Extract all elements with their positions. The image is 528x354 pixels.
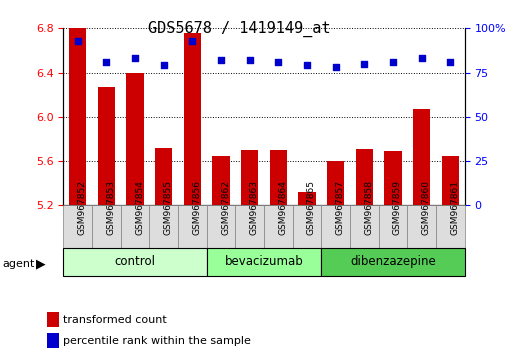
Text: agent: agent	[3, 259, 35, 269]
Bar	[298, 192, 316, 354]
FancyBboxPatch shape	[264, 205, 293, 248]
Bar	[155, 148, 172, 354]
Text: GSM967862: GSM967862	[221, 180, 230, 235]
Bar	[384, 151, 402, 354]
Text: GSM967863: GSM967863	[250, 180, 259, 235]
Point	[102, 59, 110, 65]
Point	[159, 63, 168, 68]
Text: GSM967856: GSM967856	[192, 180, 201, 235]
Bar	[413, 109, 430, 354]
Text: GDS5678 / 1419149_at: GDS5678 / 1419149_at	[148, 21, 331, 38]
Point	[332, 64, 340, 70]
Bar	[241, 150, 258, 354]
Bar	[356, 149, 373, 354]
FancyBboxPatch shape	[149, 205, 178, 248]
Text: ▶: ▶	[36, 257, 45, 270]
Point	[274, 59, 282, 65]
FancyBboxPatch shape	[92, 205, 121, 248]
FancyBboxPatch shape	[206, 248, 322, 276]
Point	[188, 38, 196, 44]
Bar	[442, 155, 459, 354]
FancyBboxPatch shape	[63, 248, 206, 276]
Point	[73, 38, 82, 44]
Text: GSM967864: GSM967864	[278, 180, 287, 235]
FancyBboxPatch shape	[121, 205, 149, 248]
Text: percentile rank within the sample: percentile rank within the sample	[63, 336, 251, 346]
Point	[303, 63, 311, 68]
FancyBboxPatch shape	[322, 248, 465, 276]
Text: dibenzazepine: dibenzazepine	[350, 256, 436, 268]
Point	[360, 61, 369, 67]
Text: GSM967854: GSM967854	[135, 180, 144, 235]
Text: GSM967852: GSM967852	[78, 180, 87, 235]
Point	[418, 56, 426, 61]
Text: control: control	[115, 256, 156, 268]
Text: GSM967861: GSM967861	[450, 180, 459, 235]
Point	[446, 59, 455, 65]
FancyBboxPatch shape	[206, 205, 235, 248]
FancyBboxPatch shape	[63, 205, 92, 248]
Text: transformed count: transformed count	[63, 315, 167, 325]
Text: bevacizumab: bevacizumab	[224, 256, 304, 268]
FancyBboxPatch shape	[235, 205, 264, 248]
Bar	[47, 312, 59, 327]
Bar	[212, 155, 230, 354]
FancyBboxPatch shape	[407, 205, 436, 248]
Bar	[327, 161, 344, 354]
Point	[246, 57, 254, 63]
Bar	[270, 150, 287, 354]
Text: GSM967865: GSM967865	[307, 180, 316, 235]
Text: GSM967858: GSM967858	[364, 180, 373, 235]
Point	[131, 56, 139, 61]
FancyBboxPatch shape	[350, 205, 379, 248]
FancyBboxPatch shape	[293, 205, 322, 248]
Text: GSM967853: GSM967853	[106, 180, 115, 235]
Text: GSM967859: GSM967859	[393, 180, 402, 235]
Text: GSM967855: GSM967855	[164, 180, 173, 235]
Text: GSM967857: GSM967857	[336, 180, 345, 235]
Bar	[98, 87, 115, 354]
Bar	[69, 28, 86, 354]
FancyBboxPatch shape	[379, 205, 407, 248]
Text: GSM967860: GSM967860	[422, 180, 431, 235]
Bar	[47, 333, 59, 348]
Bar	[126, 73, 144, 354]
FancyBboxPatch shape	[178, 205, 206, 248]
Bar	[184, 33, 201, 354]
Point	[389, 59, 397, 65]
FancyBboxPatch shape	[436, 205, 465, 248]
Point	[217, 57, 225, 63]
FancyBboxPatch shape	[322, 205, 350, 248]
